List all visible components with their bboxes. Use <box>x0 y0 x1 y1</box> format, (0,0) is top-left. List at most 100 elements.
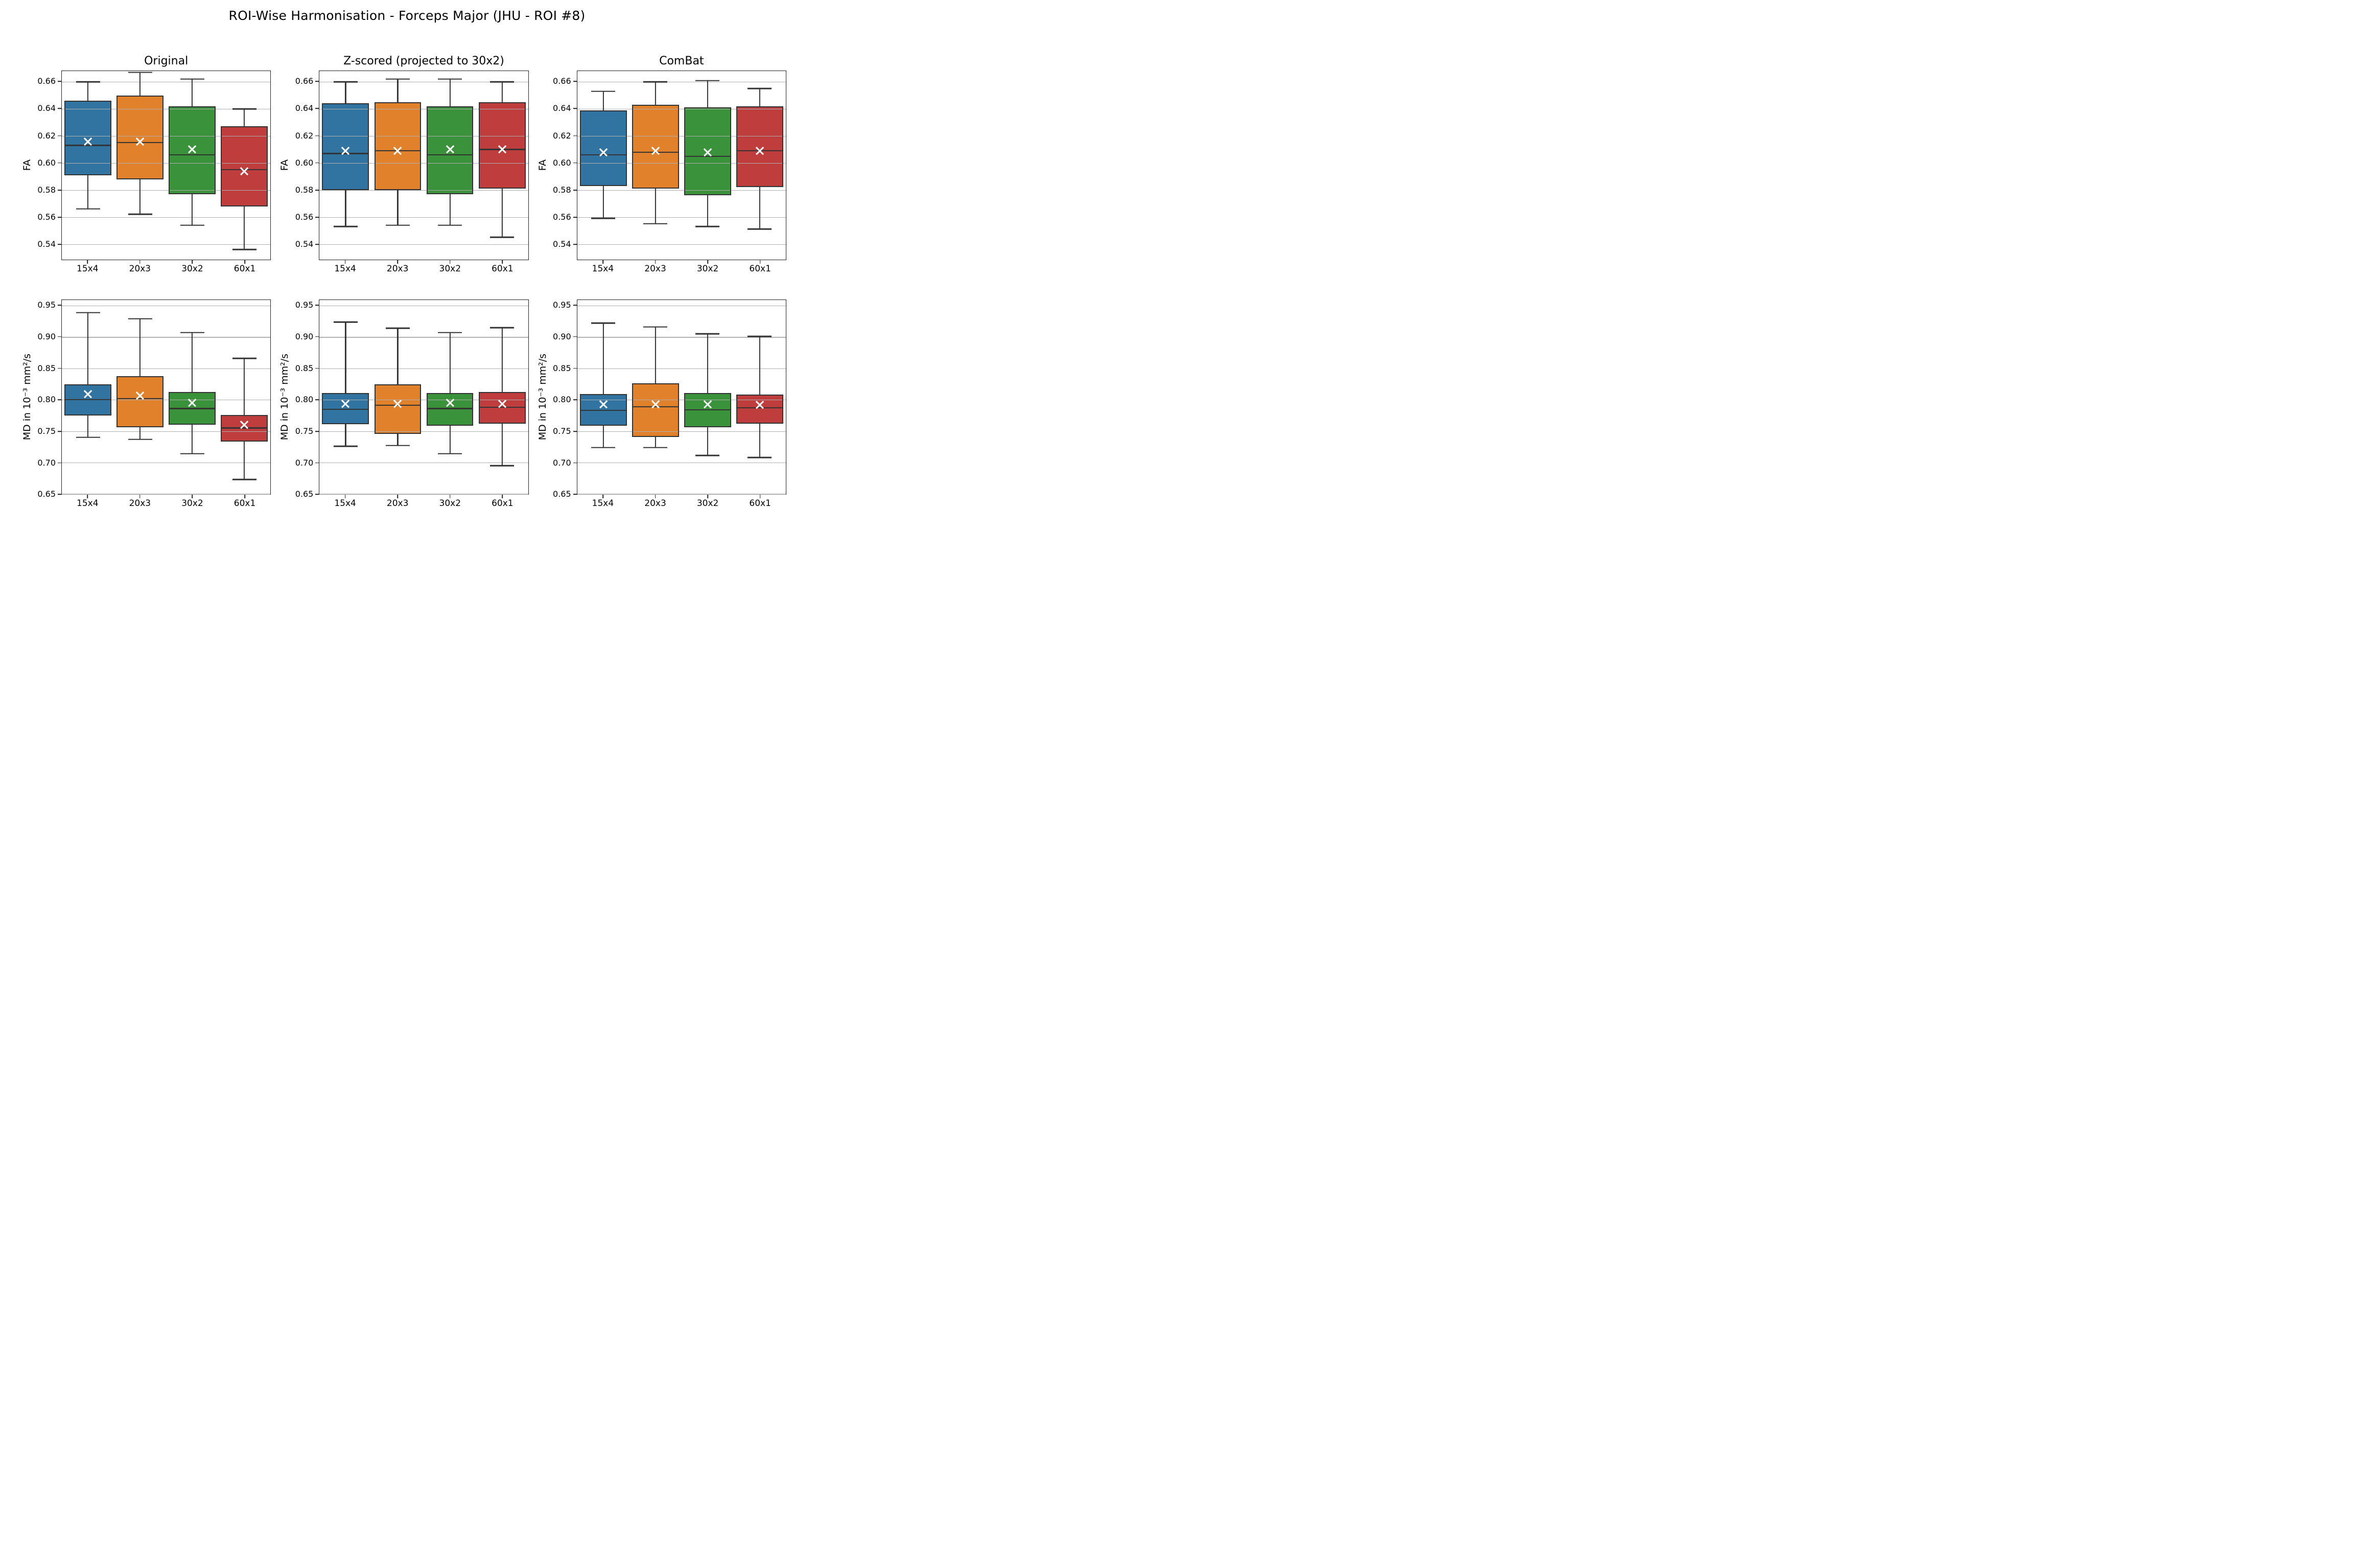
median-line-15x4 <box>64 399 111 401</box>
y-tick-mark <box>58 163 61 164</box>
lower-whisker-cap-60x1 <box>232 478 256 480</box>
y-tick-label: 0.70 <box>553 457 571 468</box>
x-tick-mark <box>397 260 398 264</box>
box-60x1 <box>221 126 268 206</box>
x-axis-ticks: 15x4 20x3 30x2 60x1 <box>577 260 786 273</box>
lower-whisker-cap-20x3 <box>385 445 410 447</box>
x-axis-ticks: 15x4 20x3 30x2 60x1 <box>319 260 528 273</box>
subplot-title: ComBat <box>659 55 704 67</box>
lower-whisker-60x1 <box>244 442 245 480</box>
y-tick-label: 0.65 <box>295 489 314 499</box>
lower-whisker-cap-30x2 <box>180 453 204 455</box>
y-tick-mark <box>315 399 319 401</box>
y-tick-label: 0.60 <box>37 157 56 168</box>
lower-whisker-cap-15x4 <box>76 208 100 210</box>
x-axis-ticks: 15x4 20x3 30x2 60x1 <box>61 495 271 515</box>
x-tick-mark <box>502 495 503 498</box>
y-tick-label: 0.95 <box>37 300 56 310</box>
gridline <box>577 368 786 370</box>
gridline <box>62 431 271 432</box>
upper-whisker-cap-30x2 <box>438 78 462 80</box>
y-tick-label: 0.54 <box>553 239 571 249</box>
upper-whisker-30x2 <box>707 334 708 393</box>
upper-whisker-cap-30x2 <box>180 332 204 334</box>
lower-whisker-15x4 <box>602 186 604 219</box>
x-tick-label: 60x1 <box>492 264 514 274</box>
x-tick-label: 15x4 <box>334 264 356 274</box>
subplot-zscored-fa: Z-scored (projected to 30x2) FA 0.66 0.64… <box>278 31 535 273</box>
box-20x3 <box>116 376 164 428</box>
gridline <box>62 190 271 191</box>
figure-title: ROI-Wise Harmonisation - Forceps Major (… <box>228 8 586 23</box>
lower-whisker-cap-20x3 <box>643 223 668 225</box>
x-tick-label: 20x3 <box>386 498 409 509</box>
median-line-60x1 <box>478 406 526 408</box>
y-tick-mark <box>315 163 319 164</box>
y-tick-label: 0.85 <box>553 363 571 373</box>
y-tick-label: 0.56 <box>37 212 56 222</box>
box-fill-15x4 <box>322 393 369 425</box>
median-line-15x4 <box>64 145 111 146</box>
gridline <box>62 368 271 370</box>
upper-whisker-60x1 <box>244 358 245 415</box>
mean-marker-30x2 <box>188 398 197 407</box>
lower-whisker-cap-30x2 <box>180 224 204 226</box>
lower-whisker-30x2 <box>707 427 708 456</box>
subplot-combat-md: MD in 10⁻³ mm²/s 0.95 0.90 0.85 0.80 0.75 0.7… <box>536 273 794 515</box>
box-60x1 <box>736 106 783 188</box>
x-tick-mark <box>139 495 141 498</box>
x-tick-mark <box>449 495 451 498</box>
lower-whisker-15x4 <box>345 190 346 227</box>
y-tick-mark <box>58 367 61 369</box>
x-tick-label: 30x2 <box>181 498 203 509</box>
median-line-30x2 <box>684 155 731 157</box>
y-tick-mark <box>573 462 577 464</box>
upper-whisker-60x1 <box>244 109 245 127</box>
lower-whisker-cap-15x4 <box>591 447 616 448</box>
upper-whisker-30x2 <box>449 332 451 393</box>
x-tick-label: 60x1 <box>749 498 771 509</box>
lower-whisker-15x4 <box>87 175 89 209</box>
y-tick-mark <box>58 336 61 337</box>
y-tick-label: 0.85 <box>37 363 56 373</box>
y-tick-label: 0.54 <box>295 239 314 249</box>
y-tick-label: 0.85 <box>295 363 314 373</box>
upper-whisker-30x2 <box>707 80 708 108</box>
upper-whisker-15x4 <box>345 321 346 393</box>
box-fill-60x1 <box>221 126 268 206</box>
box-fill-20x3 <box>116 376 164 428</box>
y-tick-mark <box>315 336 319 337</box>
x-tick-mark <box>192 495 193 498</box>
box-20x3 <box>116 95 164 179</box>
subplot-title: Z-scored (projected to 30x2) <box>343 55 504 67</box>
y-tick-mark <box>573 217 577 218</box>
median-line-20x3 <box>632 406 679 407</box>
lower-whisker-15x4 <box>602 425 604 448</box>
upper-whisker-cap-30x2 <box>180 78 204 80</box>
x-tick-label: 30x2 <box>696 264 719 274</box>
lower-whisker-60x1 <box>501 189 503 238</box>
y-tick-label: 0.60 <box>553 157 571 168</box>
mean-marker-20x3 <box>393 399 402 408</box>
median-line-60x1 <box>736 407 783 409</box>
x-tick-mark <box>602 260 603 264</box>
x-tick-mark <box>655 260 656 264</box>
gridline <box>577 163 786 164</box>
upper-whisker-cap-30x2 <box>695 333 720 335</box>
box-fill-30x2 <box>426 393 474 426</box>
plot-area <box>61 299 271 495</box>
y-tick-label: 0.54 <box>37 239 56 249</box>
subplot-zscored-md: MD in 10⁻³ mm²/s 0.95 0.90 0.85 0.80 0.75 0.7… <box>278 273 535 515</box>
y-tick-label: 0.80 <box>553 395 571 405</box>
lower-whisker-cap-30x2 <box>695 455 720 456</box>
lower-whisker-cap-20x3 <box>385 224 410 226</box>
y-axis-label: FA <box>21 159 33 171</box>
x-tick-mark <box>397 495 398 498</box>
median-line-30x2 <box>426 408 474 409</box>
y-tick-mark <box>573 494 577 495</box>
lower-whisker-cap-60x1 <box>748 456 772 458</box>
lower-whisker-cap-20x3 <box>128 214 152 215</box>
box-30x2 <box>426 393 474 426</box>
y-tick-label: 0.75 <box>37 426 56 436</box>
upper-whisker-60x1 <box>759 336 761 395</box>
